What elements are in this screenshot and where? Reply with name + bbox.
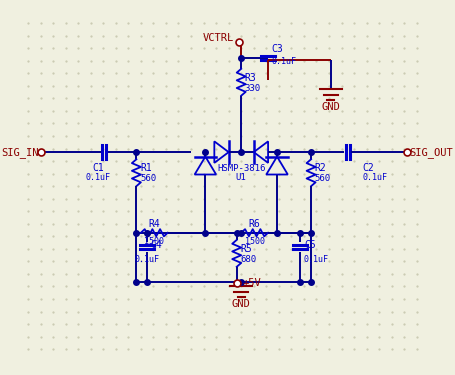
Text: R3: R3 (245, 73, 257, 83)
Text: 0.1uF: 0.1uF (86, 173, 111, 182)
Text: GND: GND (232, 299, 251, 309)
Text: VCTRL: VCTRL (203, 33, 234, 44)
Text: SIG_OUT: SIG_OUT (410, 147, 453, 158)
Text: R4: R4 (148, 219, 160, 229)
Text: 680: 680 (240, 255, 257, 264)
Text: 560: 560 (315, 174, 331, 183)
Text: R2: R2 (315, 163, 326, 173)
Text: 0.1uF: 0.1uF (135, 255, 160, 264)
Text: 0.1uF: 0.1uF (272, 57, 297, 66)
Text: SIG_IN: SIG_IN (1, 147, 39, 158)
Text: C5: C5 (304, 240, 316, 250)
Text: 0.1uF: 0.1uF (304, 255, 329, 264)
Text: C1: C1 (92, 163, 104, 173)
Text: R5: R5 (240, 244, 252, 254)
Text: R1: R1 (140, 163, 152, 173)
Text: 330: 330 (245, 84, 261, 93)
Text: HSMP-3816: HSMP-3816 (217, 164, 265, 173)
Text: R6: R6 (249, 219, 261, 229)
Text: 1500: 1500 (245, 237, 265, 246)
Text: 0.1uF: 0.1uF (362, 173, 387, 182)
Text: 1500: 1500 (144, 237, 164, 246)
Text: GND: GND (321, 102, 340, 112)
Text: +5V: +5V (242, 278, 261, 288)
Text: C2: C2 (362, 163, 374, 173)
Text: U1: U1 (236, 173, 247, 182)
Text: C3: C3 (272, 44, 283, 54)
Text: C4: C4 (151, 240, 162, 250)
Text: 560: 560 (140, 174, 156, 183)
